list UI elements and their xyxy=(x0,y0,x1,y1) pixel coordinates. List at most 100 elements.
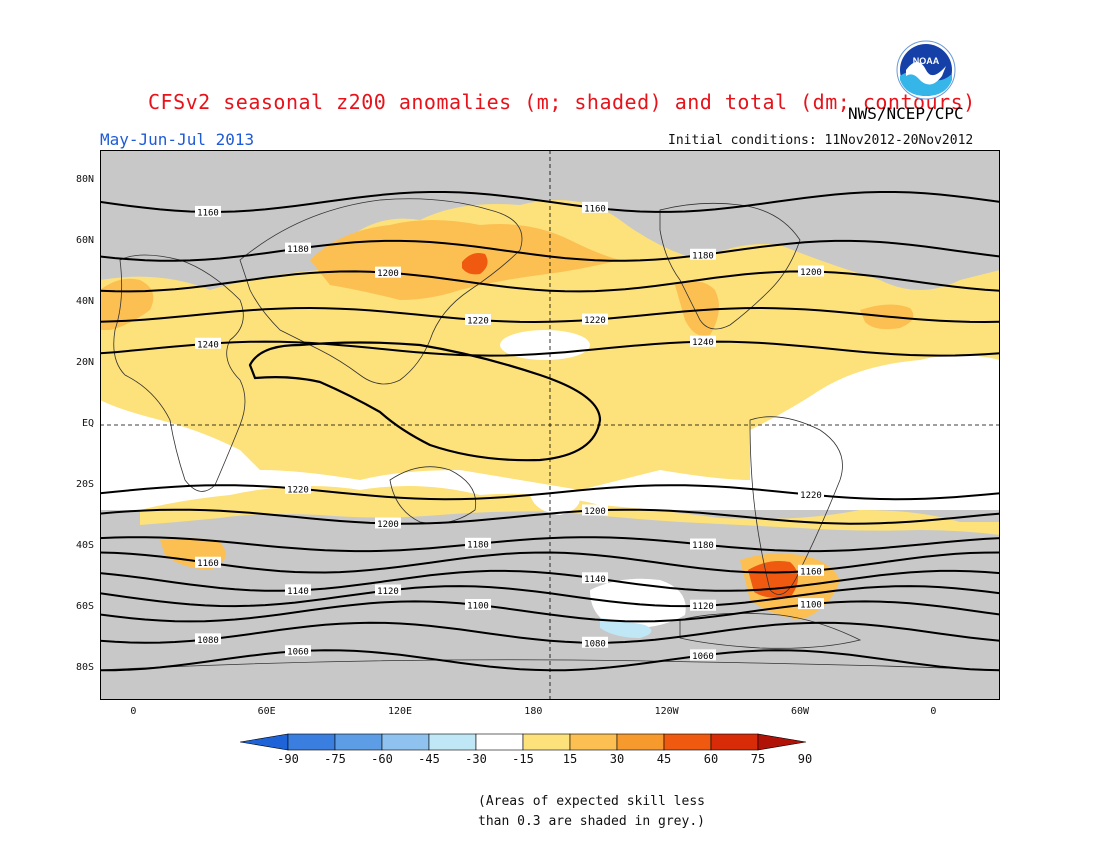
contour-label: 1180 xyxy=(287,245,309,255)
contour-label-bg xyxy=(798,265,824,277)
lon-tick-label: 0 xyxy=(130,706,137,717)
lat-tick-label: EQ xyxy=(81,418,94,429)
contour-line xyxy=(100,239,1000,262)
contour-label-bg xyxy=(690,335,716,347)
colorbar-segment xyxy=(287,733,336,751)
contour-line xyxy=(100,306,1000,324)
contour-label-bg xyxy=(375,266,401,278)
contour-label-bg xyxy=(465,599,491,611)
anomaly-30-45-na xyxy=(675,281,719,336)
contour-line xyxy=(100,621,1000,644)
contour-label-bg xyxy=(582,504,608,516)
map-title: CFSv2 seasonal z200 anomalies (m; shaded… xyxy=(148,90,976,114)
contour-label: 1180 xyxy=(692,251,714,261)
contour-label: 1080 xyxy=(197,636,219,646)
skill-note: (Areas of expected skill less than 0.3 a… xyxy=(478,792,705,832)
lon-tick-label: 60W xyxy=(790,706,810,717)
contour-line xyxy=(100,600,1000,623)
lat-tick-label: 60S xyxy=(75,601,94,613)
colorbar-segment xyxy=(475,733,524,751)
colorbar-tick-label: -45 xyxy=(418,752,440,766)
colorbar-tick-label: 30 xyxy=(609,752,625,766)
contour-label-bg xyxy=(582,313,608,325)
contour-label: 1080 xyxy=(584,639,606,649)
contour-label-bg xyxy=(285,482,311,494)
contour-line xyxy=(100,536,1000,553)
anomaly-45-60-kamchatka xyxy=(462,253,488,275)
colorbar-tick-label: 60 xyxy=(703,752,719,766)
contour-line xyxy=(100,340,1000,357)
colorbar-segment xyxy=(428,733,477,751)
noaa-logo: NOAA xyxy=(896,40,956,100)
contour-label: 1240 xyxy=(692,338,714,348)
lon-tick-label: 120E xyxy=(387,706,413,717)
contour-label-bg xyxy=(690,248,716,260)
contour-line xyxy=(100,270,1000,293)
colorbar-segment xyxy=(710,733,759,751)
contour-label-bg xyxy=(285,242,311,254)
contour-label: 1140 xyxy=(287,587,309,597)
contour-label: 1220 xyxy=(584,316,606,326)
contour-label: 1160 xyxy=(197,208,219,218)
colorbar-tick-label: 90 xyxy=(797,752,813,766)
lat-tick-label: 20N xyxy=(75,356,94,368)
anomaly-negative-southpacific xyxy=(600,618,652,638)
anomaly-15-30-equatorial xyxy=(270,386,750,480)
contour-label: 1100 xyxy=(800,601,822,611)
coastlines xyxy=(100,198,1000,671)
contour-label: 1140 xyxy=(584,575,606,585)
contour-label: 1160 xyxy=(197,559,219,569)
contour-label-bg xyxy=(582,572,608,584)
contour-line xyxy=(100,585,1000,608)
lon-tick-label: 0 xyxy=(930,706,937,717)
lat-tick-label: 60N xyxy=(75,234,94,246)
contour-label-bg xyxy=(465,313,491,325)
contour-label: 1160 xyxy=(800,567,822,577)
contour-label: 1100 xyxy=(467,602,489,612)
contour-label: 1160 xyxy=(584,204,606,214)
contour-label: 1200 xyxy=(584,507,606,517)
map-area: 1160 1160 1180 1180 1200 1200 1220 1220 1240 1240… xyxy=(100,150,1000,700)
contour-label-bg xyxy=(285,645,311,657)
lat-tick-label: 20S xyxy=(75,479,94,491)
contour-line xyxy=(100,569,1000,592)
contour-label-bg xyxy=(195,556,221,568)
contour-label-bg xyxy=(582,636,608,648)
contour-line xyxy=(100,551,1000,574)
colorbar-tick-label: -75 xyxy=(324,752,346,766)
contour-layer: 1160 1160 1180 1180 1200 1200 1220 1220 1240 1240… xyxy=(100,191,1000,672)
lat-tick-label: 80N xyxy=(75,173,94,185)
contour-label-bg xyxy=(690,538,716,550)
colorbar xyxy=(240,733,807,751)
contour-label-bg xyxy=(798,488,824,500)
lon-tick-label: 60E xyxy=(257,706,276,717)
contour-label-bg xyxy=(195,337,221,349)
colorbar-segment xyxy=(381,733,430,751)
contour-1240-closed xyxy=(248,341,602,462)
colorbar-tick-label: -15 xyxy=(512,752,534,766)
contour-label: 1220 xyxy=(800,491,822,501)
contour-label-bg xyxy=(375,584,401,596)
skill-note-line1: (Areas of expected skill less xyxy=(478,794,705,809)
contour-label-bg xyxy=(195,205,221,217)
lon-tick-label: 180 xyxy=(524,706,543,717)
contour-label-bg xyxy=(690,599,716,611)
anomaly-white-subtropic-sp xyxy=(530,491,581,515)
colorbar-segment xyxy=(522,733,571,751)
contour-label: 1060 xyxy=(692,652,714,662)
colorbar-tick-label: -30 xyxy=(465,752,487,766)
season-label: May-Jun-Jul 2013 xyxy=(100,130,255,149)
contour-line xyxy=(100,649,1000,672)
colorbar-arrow-low xyxy=(240,733,289,751)
lon-tick-label: 120W xyxy=(654,706,679,717)
contour-label: 1240 xyxy=(197,340,219,350)
contour-label: 1180 xyxy=(692,541,714,551)
contour-label: 1200 xyxy=(800,268,822,278)
initial-conditions-label: Initial conditions: 11Nov2012-20Nov2012 xyxy=(668,133,974,148)
colorbar-tick-label: -90 xyxy=(277,752,299,766)
colorbar-tick-label: 45 xyxy=(656,752,672,766)
colorbar-segment xyxy=(569,733,618,751)
contour-label-bg xyxy=(582,201,608,213)
contour-line xyxy=(100,191,1000,213)
map-frame xyxy=(100,150,1000,700)
